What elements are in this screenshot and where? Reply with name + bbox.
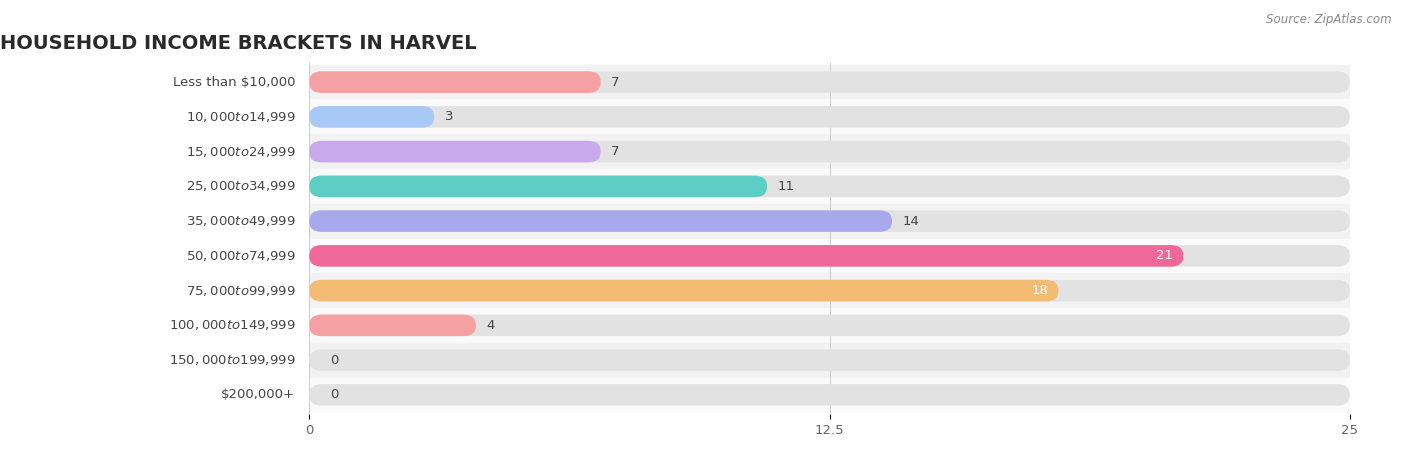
Bar xyxy=(309,273,1350,308)
FancyBboxPatch shape xyxy=(309,210,1350,232)
Text: $35,000 to $49,999: $35,000 to $49,999 xyxy=(186,214,295,228)
Bar xyxy=(309,204,1350,238)
FancyBboxPatch shape xyxy=(309,176,768,197)
Text: $10,000 to $14,999: $10,000 to $14,999 xyxy=(186,110,295,124)
FancyBboxPatch shape xyxy=(309,106,434,128)
FancyBboxPatch shape xyxy=(309,280,1059,302)
Text: 7: 7 xyxy=(612,76,620,89)
Text: 0: 0 xyxy=(330,388,339,401)
FancyBboxPatch shape xyxy=(309,141,1350,162)
FancyBboxPatch shape xyxy=(309,72,600,93)
Text: 11: 11 xyxy=(778,180,794,193)
Text: 4: 4 xyxy=(486,319,495,332)
Bar xyxy=(309,308,1350,343)
FancyBboxPatch shape xyxy=(309,349,1350,371)
Bar xyxy=(309,238,1350,273)
Text: Source: ZipAtlas.com: Source: ZipAtlas.com xyxy=(1267,14,1392,27)
Text: $25,000 to $34,999: $25,000 to $34,999 xyxy=(186,180,295,194)
Text: 3: 3 xyxy=(444,110,453,123)
FancyBboxPatch shape xyxy=(309,176,1350,197)
Bar xyxy=(309,99,1350,134)
Text: $15,000 to $24,999: $15,000 to $24,999 xyxy=(186,144,295,158)
FancyBboxPatch shape xyxy=(309,106,1350,128)
Text: $150,000 to $199,999: $150,000 to $199,999 xyxy=(169,353,295,367)
Text: $75,000 to $99,999: $75,000 to $99,999 xyxy=(186,284,295,297)
Bar xyxy=(309,134,1350,169)
Bar xyxy=(309,65,1350,99)
FancyBboxPatch shape xyxy=(309,245,1350,267)
FancyBboxPatch shape xyxy=(309,72,1350,93)
Bar xyxy=(309,378,1350,412)
FancyBboxPatch shape xyxy=(309,245,1184,267)
Text: $50,000 to $74,999: $50,000 to $74,999 xyxy=(186,249,295,263)
FancyBboxPatch shape xyxy=(309,384,1350,405)
Bar xyxy=(309,343,1350,378)
Text: 21: 21 xyxy=(1156,249,1173,262)
FancyBboxPatch shape xyxy=(309,315,475,336)
FancyBboxPatch shape xyxy=(309,141,600,162)
Bar xyxy=(309,169,1350,204)
Text: HOUSEHOLD INCOME BRACKETS IN HARVEL: HOUSEHOLD INCOME BRACKETS IN HARVEL xyxy=(0,34,477,53)
Text: 18: 18 xyxy=(1031,284,1047,297)
Text: 7: 7 xyxy=(612,145,620,158)
Text: 14: 14 xyxy=(903,215,920,228)
Text: $200,000+: $200,000+ xyxy=(221,388,295,401)
Text: $100,000 to $149,999: $100,000 to $149,999 xyxy=(169,319,295,333)
Text: Less than $10,000: Less than $10,000 xyxy=(173,76,295,89)
FancyBboxPatch shape xyxy=(309,210,891,232)
FancyBboxPatch shape xyxy=(309,315,1350,336)
Text: 0: 0 xyxy=(330,354,339,367)
FancyBboxPatch shape xyxy=(309,280,1350,302)
